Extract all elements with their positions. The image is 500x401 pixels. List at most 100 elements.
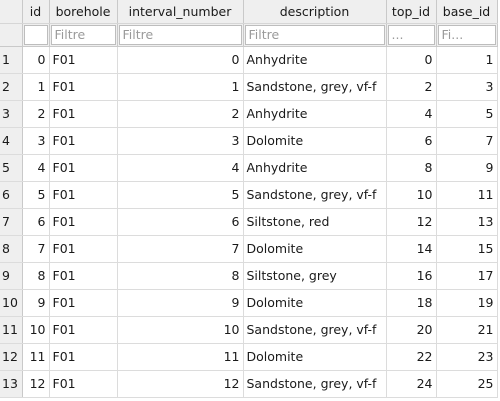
cell-base-id[interactable]: 7 bbox=[436, 127, 498, 155]
cell-interval-number[interactable]: 10 bbox=[117, 316, 244, 344]
row-number-header[interactable]: 7 bbox=[0, 208, 23, 236]
cell-top-id[interactable]: 10 bbox=[386, 181, 437, 209]
cell-top-id[interactable]: 0 bbox=[386, 46, 437, 74]
cell-top-id[interactable]: 14 bbox=[386, 235, 437, 263]
cell-top-id[interactable]: 8 bbox=[386, 154, 437, 182]
cell-interval-number[interactable]: 2 bbox=[117, 100, 244, 128]
cell-description[interactable]: Dolomite bbox=[243, 235, 387, 263]
cell-id[interactable]: 9 bbox=[22, 289, 50, 317]
row-number-header[interactable]: 13 bbox=[0, 370, 23, 398]
cell-id[interactable]: 5 bbox=[22, 181, 50, 209]
table-row[interactable]: 10 9 F01 9 Dolomite 18 19 bbox=[0, 289, 498, 317]
cell-base-id[interactable]: 1 bbox=[436, 46, 498, 74]
cell-description[interactable]: Anhydrite bbox=[243, 154, 387, 182]
cell-interval-number[interactable]: 9 bbox=[117, 289, 244, 317]
row-number-header[interactable]: 1 bbox=[0, 46, 23, 74]
row-number-header[interactable]: 6 bbox=[0, 181, 23, 209]
column-header-id[interactable]: id bbox=[22, 0, 50, 24]
cell-id[interactable]: 2 bbox=[22, 100, 50, 128]
cell-id[interactable]: 10 bbox=[22, 316, 50, 344]
table-row[interactable]: 8 7 F01 7 Dolomite 14 15 bbox=[0, 235, 498, 263]
cell-base-id[interactable]: 5 bbox=[436, 100, 498, 128]
cell-id[interactable]: 6 bbox=[22, 208, 50, 236]
cell-description[interactable]: Anhydrite bbox=[243, 100, 387, 128]
column-header-base-id[interactable]: base_id bbox=[436, 0, 498, 24]
cell-interval-number[interactable]: 0 bbox=[117, 46, 244, 74]
cell-description[interactable]: Dolomite bbox=[243, 127, 387, 155]
cell-id[interactable]: 1 bbox=[22, 73, 50, 101]
cell-borehole[interactable]: F01 bbox=[49, 235, 118, 263]
cell-interval-number[interactable]: 11 bbox=[117, 343, 244, 371]
cell-borehole[interactable]: F01 bbox=[49, 100, 118, 128]
cell-base-id[interactable]: 23 bbox=[436, 343, 498, 371]
table-row[interactable]: 11 10 F01 10 Sandstone, grey, vf-f 20 21 bbox=[0, 316, 498, 344]
cell-id[interactable]: 0 bbox=[22, 46, 50, 74]
table-row[interactable]: 13 12 F01 12 Sandstone, grey, vf-f 24 25 bbox=[0, 370, 498, 398]
row-number-header[interactable]: 10 bbox=[0, 289, 23, 317]
cell-borehole[interactable]: F01 bbox=[49, 262, 118, 290]
cell-description[interactable]: Siltstone, red bbox=[243, 208, 387, 236]
cell-id[interactable]: 8 bbox=[22, 262, 50, 290]
cell-base-id[interactable]: 17 bbox=[436, 262, 498, 290]
cell-id[interactable]: 7 bbox=[22, 235, 50, 263]
cell-base-id[interactable]: 9 bbox=[436, 154, 498, 182]
table-row[interactable]: 12 11 F01 11 Dolomite 22 23 bbox=[0, 343, 498, 371]
cell-top-id[interactable]: 20 bbox=[386, 316, 437, 344]
cell-description[interactable]: Sandstone, grey, vf-f bbox=[243, 73, 387, 101]
cell-top-id[interactable]: 12 bbox=[386, 208, 437, 236]
cell-top-id[interactable]: 4 bbox=[386, 100, 437, 128]
cell-interval-number[interactable]: 4 bbox=[117, 154, 244, 182]
cell-id[interactable]: 11 bbox=[22, 343, 50, 371]
row-number-header[interactable]: 12 bbox=[0, 343, 23, 371]
cell-top-id[interactable]: 18 bbox=[386, 289, 437, 317]
table-row[interactable]: 9 8 F01 8 Siltstone, grey 16 17 bbox=[0, 262, 498, 290]
cell-interval-number[interactable]: 7 bbox=[117, 235, 244, 263]
row-number-header[interactable]: 3 bbox=[0, 100, 23, 128]
cell-base-id[interactable]: 19 bbox=[436, 289, 498, 317]
cell-description[interactable]: Sandstone, grey, vf-f bbox=[243, 370, 387, 398]
cell-borehole[interactable]: F01 bbox=[49, 289, 118, 317]
row-number-header[interactable]: 2 bbox=[0, 73, 23, 101]
cell-interval-number[interactable]: 12 bbox=[117, 370, 244, 398]
column-header-borehole[interactable]: borehole bbox=[49, 0, 118, 24]
cell-borehole[interactable]: F01 bbox=[49, 46, 118, 74]
column-header-top-id[interactable]: top_id bbox=[386, 0, 437, 24]
table-row[interactable]: 7 6 F01 6 Siltstone, red 12 13 bbox=[0, 208, 498, 236]
cell-borehole[interactable]: F01 bbox=[49, 208, 118, 236]
cell-id[interactable]: 3 bbox=[22, 127, 50, 155]
cell-top-id[interactable]: 6 bbox=[386, 127, 437, 155]
filter-input-id[interactable] bbox=[23, 24, 48, 45]
cell-base-id[interactable]: 15 bbox=[436, 235, 498, 263]
cell-top-id[interactable]: 22 bbox=[386, 343, 437, 371]
cell-borehole[interactable]: F01 bbox=[49, 154, 118, 182]
table-row[interactable]: 5 4 F01 4 Anhydrite 8 9 bbox=[0, 154, 498, 182]
corner-header[interactable] bbox=[0, 0, 23, 24]
table-row[interactable]: 6 5 F01 5 Sandstone, grey, vf-f 10 11 bbox=[0, 181, 498, 209]
cell-description[interactable]: Dolomite bbox=[243, 289, 387, 317]
cell-borehole[interactable]: F01 bbox=[49, 127, 118, 155]
cell-borehole[interactable]: F01 bbox=[49, 370, 118, 398]
cell-base-id[interactable]: 11 bbox=[436, 181, 498, 209]
cell-borehole[interactable]: F01 bbox=[49, 343, 118, 371]
row-number-header[interactable]: 5 bbox=[0, 154, 23, 182]
cell-top-id[interactable]: 16 bbox=[386, 262, 437, 290]
filter-input-borehole[interactable]: Filtre bbox=[50, 24, 116, 45]
cell-base-id[interactable]: 13 bbox=[436, 208, 498, 236]
cell-description[interactable]: Anhydrite bbox=[243, 46, 387, 74]
cell-id[interactable]: 4 bbox=[22, 154, 50, 182]
cell-top-id[interactable]: 2 bbox=[386, 73, 437, 101]
filter-input-base-id[interactable]: Fi... bbox=[437, 24, 496, 45]
cell-interval-number[interactable]: 5 bbox=[117, 181, 244, 209]
cell-id[interactable]: 12 bbox=[22, 370, 50, 398]
cell-top-id[interactable]: 24 bbox=[386, 370, 437, 398]
table-row[interactable]: 1 0 F01 0 Anhydrite 0 1 bbox=[0, 46, 498, 74]
filter-input-top-id[interactable]: ... bbox=[387, 24, 435, 45]
table-row[interactable]: 3 2 F01 2 Anhydrite 4 5 bbox=[0, 100, 498, 128]
cell-base-id[interactable]: 3 bbox=[436, 73, 498, 101]
filter-input-description[interactable]: Filtre bbox=[244, 24, 385, 45]
cell-description[interactable]: Sandstone, grey, vf-f bbox=[243, 316, 387, 344]
row-number-header[interactable]: 8 bbox=[0, 235, 23, 263]
row-number-header[interactable]: 11 bbox=[0, 316, 23, 344]
cell-borehole[interactable]: F01 bbox=[49, 316, 118, 344]
table-row[interactable]: 2 1 F01 1 Sandstone, grey, vf-f 2 3 bbox=[0, 73, 498, 101]
